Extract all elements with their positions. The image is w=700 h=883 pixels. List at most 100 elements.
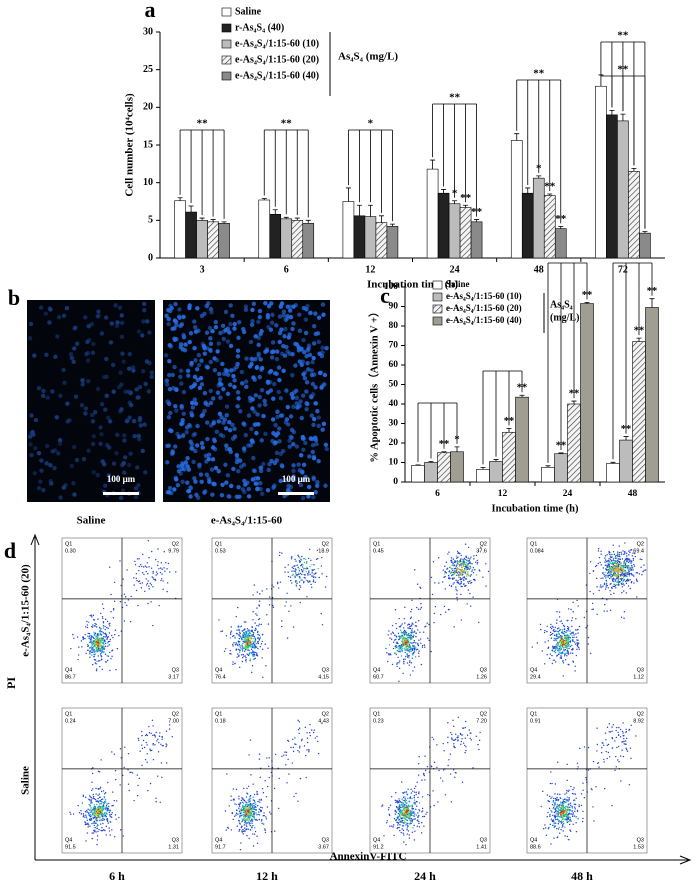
- event-dot: [297, 554, 299, 557]
- event-dot: [620, 565, 622, 567]
- event-dot: [134, 560, 136, 563]
- event-dot: [246, 802, 248, 804]
- event-dot: [81, 802, 84, 804]
- event-dot: [624, 562, 626, 564]
- event-dot: [258, 818, 260, 821]
- nucleus: [215, 349, 220, 354]
- event-dot: [572, 632, 574, 635]
- nucleus: [261, 461, 266, 467]
- event-dot: [253, 806, 255, 809]
- nucleus: [277, 330, 283, 336]
- event-dot: [292, 750, 295, 753]
- event-dot: [597, 548, 600, 550]
- event-dot: [145, 741, 147, 744]
- event-dot: [242, 656, 244, 659]
- event-dot: [397, 645, 400, 648]
- error-bar: [514, 133, 520, 141]
- event-dot: [253, 799, 256, 802]
- event-dot: [415, 621, 417, 623]
- event-dot: [257, 813, 259, 816]
- nucleus: [304, 353, 309, 359]
- image-caption: Saline: [77, 515, 106, 527]
- event-dot: [152, 572, 154, 574]
- nucleus: [246, 494, 252, 499]
- event-dot: [403, 634, 406, 637]
- quadrant-value: 1.26: [476, 674, 487, 680]
- event-dot: [625, 575, 627, 577]
- event-dot: [249, 642, 251, 644]
- event-dot: [122, 578, 124, 580]
- event-dot: [307, 573, 309, 575]
- nucleus: [166, 307, 171, 313]
- nucleus: [309, 394, 314, 400]
- nucleus: [208, 400, 214, 406]
- nucleus: [293, 303, 298, 308]
- event-dot: [578, 642, 580, 644]
- event-dot: [561, 638, 563, 640]
- event-dot: [89, 813, 92, 816]
- event-dot: [453, 582, 455, 584]
- event-dot: [413, 839, 416, 841]
- event-dot: [298, 570, 301, 572]
- nucleus: [291, 404, 296, 409]
- nucleus: [285, 487, 291, 493]
- significance: **: [647, 286, 658, 297]
- nucleus: [191, 459, 196, 465]
- event-dot: [135, 589, 138, 592]
- event-dot: [631, 581, 633, 583]
- nucleus: [273, 440, 278, 445]
- event-dot: [141, 582, 143, 584]
- event-dot: [556, 611, 558, 613]
- event-dot: [456, 596, 458, 599]
- event-dot: [241, 630, 243, 632]
- event-dot: [301, 738, 303, 740]
- event-dot: [391, 631, 394, 633]
- event-dot: [573, 636, 575, 639]
- event-dot: [628, 550, 630, 552]
- x-tick-label: 6: [284, 264, 289, 275]
- event-dot: [617, 578, 620, 581]
- event-dot: [606, 566, 608, 569]
- event-dot: [106, 637, 108, 639]
- nucleus: [176, 468, 182, 474]
- event-dot: [613, 562, 615, 564]
- event-dot: [407, 627, 410, 630]
- event-dot: [257, 800, 259, 803]
- event-dot: [249, 816, 251, 818]
- event-dot: [262, 823, 265, 825]
- event-dot: [458, 564, 461, 566]
- event-dot: [304, 726, 307, 729]
- event-dot: [391, 663, 394, 666]
- event-dot: [292, 626, 295, 628]
- event-dot: [409, 674, 412, 676]
- event-dot: [106, 809, 109, 811]
- nucleus: [96, 309, 101, 314]
- nucleus: [135, 395, 141, 400]
- event-dot: [247, 638, 250, 640]
- event-dot: [303, 576, 305, 579]
- event-dot: [261, 822, 263, 824]
- event-dot: [268, 757, 270, 759]
- nucleus: [253, 393, 259, 398]
- event-dot: [467, 581, 469, 583]
- quadrant-name: Q1: [215, 711, 222, 717]
- event-dot: [402, 636, 405, 638]
- event-dot: [639, 558, 641, 560]
- event-dot: [298, 588, 300, 591]
- event-dot: [590, 652, 592, 655]
- nucleus: [109, 321, 114, 326]
- event-dot: [402, 672, 404, 675]
- event-dot: [608, 550, 610, 553]
- event-dot: [245, 796, 248, 798]
- bar: [628, 171, 640, 259]
- nucleus: [205, 436, 210, 442]
- event-dot: [623, 561, 625, 563]
- nucleus: [180, 461, 185, 466]
- event-dot: [94, 653, 97, 655]
- nucleus: [187, 422, 192, 428]
- event-dot: [94, 806, 96, 809]
- nucleus: [175, 482, 181, 488]
- error-bar: [558, 452, 564, 454]
- event-dot: [463, 557, 466, 560]
- event-dot: [244, 821, 246, 824]
